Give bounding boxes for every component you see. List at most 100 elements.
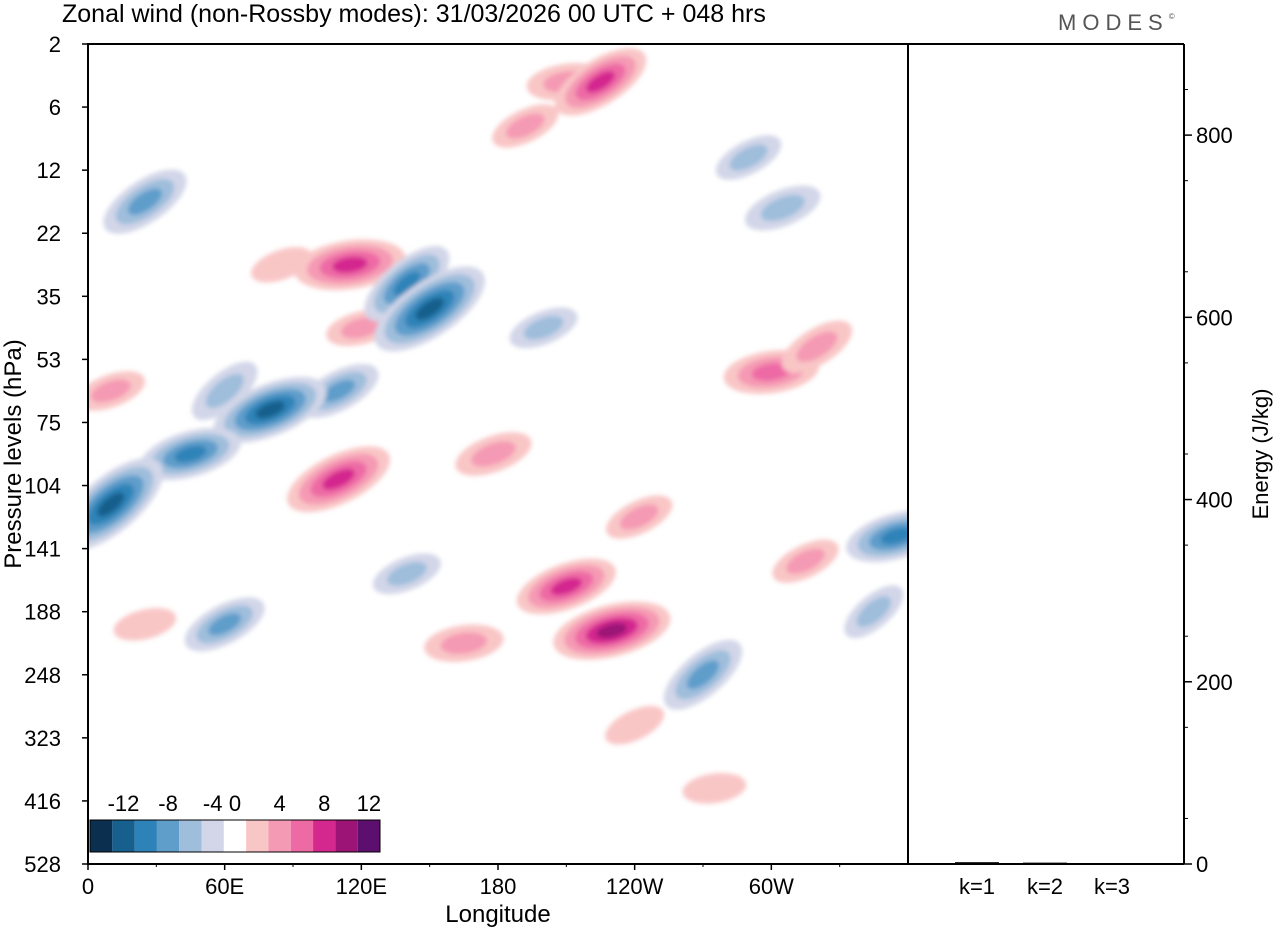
x-tick-label: 120E [336,874,387,899]
y-tick-label: 6 [49,95,61,120]
contour-band [550,577,583,596]
y-tick-label: 141 [24,537,61,562]
energy-category-label: k=2 [1027,874,1063,899]
contour-feature [184,597,265,652]
y-tick-label: 53 [37,347,61,372]
chart-title: Zonal wind (non-Rossby modes): 31/03/202… [62,0,766,28]
y-tick-label: 22 [37,221,61,246]
contour-feature [844,585,904,639]
contour-feature [715,135,782,180]
contour-band [682,772,747,804]
contour-band [471,441,516,467]
contour-band [387,561,427,586]
contour-feature [554,48,647,116]
contour-feature [372,553,441,595]
contour-feature [374,266,485,352]
colorbar-frame [89,819,381,853]
colorbar-label: 12 [357,791,381,816]
colorbar-swatch [179,820,202,852]
contour-band [796,331,838,363]
contour-band [585,71,616,93]
axes: 2 6 12 22 35 53 75 104 141 188 248 323 416 528 Pressur… [0,32,1273,928]
contour-band [751,362,791,382]
energy-axis-label: Energy (J/kg) [1248,389,1273,520]
contour-feature [682,772,747,804]
x-tick-label: 0 [82,874,94,899]
contour-feature [606,495,673,539]
y-tick-label: 248 [24,663,61,688]
contour-feature [745,185,821,231]
contour-band [760,194,805,222]
energy-bar [1023,862,1067,865]
contour-feature [113,607,177,641]
contour-band [619,504,659,530]
contour-band [415,297,444,320]
modes-logo: MODES© [1058,10,1175,36]
colorbar-label: -4 [203,791,223,816]
contour-feature [294,239,406,291]
contour-band [605,705,665,745]
contour-band [205,373,244,408]
y-axis-label: Pressure levels (hPa) [0,339,27,568]
y-tick-label: 35 [37,284,61,309]
contour-feature [287,446,391,513]
contour-feature [455,432,532,476]
contour-feature [781,320,853,373]
energy-bar [1090,863,1134,865]
contour-band [686,660,720,690]
colorbar-swatch [357,820,380,852]
colorbar-label: 8 [318,791,330,816]
colorbar-label: 4 [273,791,285,816]
contour-band [174,445,207,463]
contour-band [786,548,825,574]
colorbar-swatch [246,820,269,852]
contour-feature [605,705,665,745]
contour-feature [364,245,450,322]
y-tick-label: 323 [24,726,61,751]
y-tick-label: 75 [37,410,61,435]
contour-band [113,607,177,641]
energy-tick-label: 800 [1196,123,1233,148]
contour-band [127,188,163,215]
contour-band [255,401,285,419]
contour-band [332,256,368,273]
colorbar-swatch [112,820,135,852]
colorbar-swatch [156,820,180,852]
contour-feature [88,458,163,551]
contour-layer [88,48,908,804]
wind-contours [88,48,908,804]
energy-category-label: k=1 [959,874,995,899]
contour-band [440,632,487,655]
contour-band [393,271,421,296]
colorbar-swatch [90,820,113,852]
energy-tick-label: 600 [1196,305,1233,330]
contour-feature [663,639,743,710]
contour-feature [424,624,504,662]
colorbar-label: 0 [229,791,241,816]
contour-feature [140,427,241,481]
y-tick-label: 416 [24,789,61,814]
colorbar-swatch [313,820,336,852]
x-tick-label: 60W [749,874,794,899]
colorbar-swatch [335,820,358,852]
colorbar-swatch [134,820,157,852]
x-tick-label: 180 [480,874,517,899]
colorbar-swatch [268,820,291,852]
colorbar-swatch [223,820,247,852]
contour-band [322,379,355,403]
contour-feature [509,307,578,349]
colorbar-label: -12 [108,791,140,816]
contour-feature [516,558,616,615]
contour-band [90,379,131,403]
contour-feature [103,169,187,234]
contour-band [729,144,768,171]
contour-band [208,613,242,636]
contour-feature [492,104,559,148]
x-tick-label: 120W [606,874,664,899]
contour-feature [191,361,258,421]
contour-band [322,468,355,490]
contour-band [856,596,892,628]
contour-feature [846,509,908,563]
y-tick-label: 528 [24,852,61,877]
energy-tick-label: 200 [1196,670,1233,695]
